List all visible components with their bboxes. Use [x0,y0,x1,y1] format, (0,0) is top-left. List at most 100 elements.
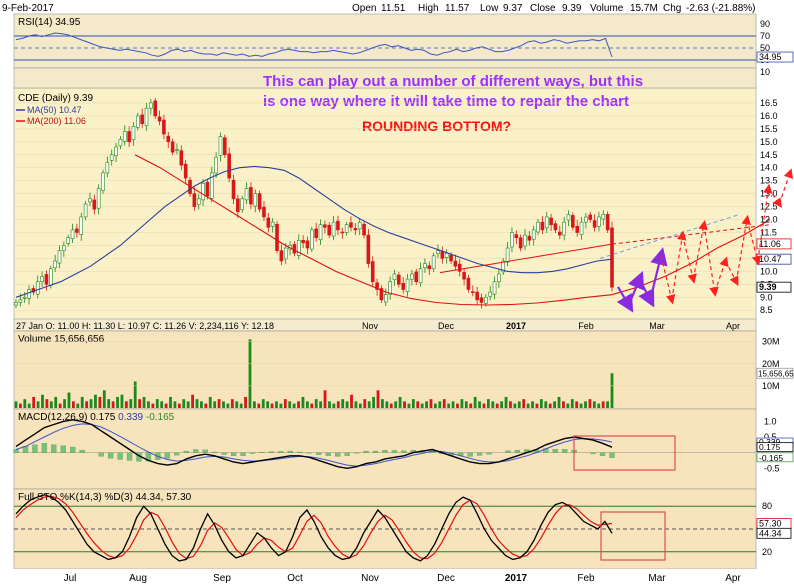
candle-body-1 [18,299,23,303]
candle-body-47 [218,136,223,156]
volume-bar-111 [504,396,508,408]
price-xtick-0: Nov [362,321,379,331]
macd-tick-0: 1.0 [764,416,777,426]
volume-bar-23 [116,396,119,408]
candle-body-74 [336,220,340,231]
macd-hist-29 [287,450,293,453]
axes: 907050301034.9516.516.015.515.014.514.01… [64,19,794,584]
macd-hist-37 [363,450,369,453]
volume-bar-83 [381,399,384,408]
volume-bar-110 [500,401,504,408]
macd-label-name: MACD(12,26,9) [18,412,87,423]
macd-hist-3 [41,443,48,453]
volume-bar-117 [531,401,534,408]
volume-bar-9 [54,396,58,408]
macd-right-box-1 [756,442,794,453]
macd-hist-5 [60,445,66,453]
volume-bar-76 [350,394,353,408]
candle-body-10 [57,250,62,264]
sto-label: Full STO %K(14,3) %D(3) 44.34, 57.30 [18,492,192,503]
price-xinfo: 27 Jan O: 11.00 H: 11.30 L: 10.97 C: 11.… [16,321,274,331]
volume-bar-37 [177,403,181,408]
volume-bar-80 [367,401,371,408]
rsi-series [14,32,756,61]
candle-body-59 [270,221,275,227]
overlays [573,168,793,561]
header-bar [0,0,794,14]
candle-body-62 [283,247,288,260]
price-tick-0: 16.5 [760,98,778,108]
candle-body-114 [510,232,514,248]
macd-hist-30 [297,451,303,453]
candle-body-106 [475,291,479,301]
candle-body-104 [466,277,471,290]
price-right-box-2 [756,281,792,293]
candle-body-96 [431,255,436,270]
candle-body-0 [14,302,18,306]
header-chg-label: Chg [663,3,681,14]
sto-right-label-0: 57.30 [759,518,782,528]
volume-bar-15 [80,396,84,408]
price-tick-1: 16.0 [760,111,778,121]
price-right-label-1: 10.47 [759,254,782,264]
candle-body-80 [362,223,366,236]
macd-hist-39 [382,449,388,453]
volume-bar-131 [592,401,596,408]
macd-hist-38 [372,450,379,453]
volume-bar-89 [407,403,411,408]
macd-hist-25 [249,452,256,454]
scenario-arrow-0 [616,286,634,313]
header-volume-label: Volume [590,3,624,14]
candle-body-79 [357,221,362,230]
candle-body-83 [375,282,379,290]
volume-bar-63 [292,403,296,408]
volume-bar-94 [429,399,433,408]
sto-highlight-box [600,511,666,561]
macd-hist-36 [353,452,360,454]
header-open-value: 11.51 [381,3,406,14]
candle-body-77 [349,222,353,228]
macd-label-hist: -0.165 [146,412,175,423]
macd-hist-7 [79,449,85,453]
volume-bar-115 [522,399,526,408]
candle-body-123 [549,217,553,226]
candle-body-88 [397,274,401,285]
price-tick-2: 15.5 [760,124,778,134]
macd-hist-16 [164,452,171,459]
candle-body-117 [523,234,527,247]
macd-label-value: 0.175 [90,412,115,423]
price-tick-6: 13.5 [760,176,778,186]
rsi-panel [13,13,757,69]
volume-bar-36 [173,401,177,408]
candle-body-90 [405,278,410,292]
macd-tick-2: -0.5 [764,463,780,473]
volume-bar-51 [239,403,243,408]
macd-hist-21 [212,451,218,453]
volume-bar-46 [217,399,221,408]
price-right-label-0: 11.06 [759,239,781,249]
volume-bar-16 [85,401,89,408]
candle-body-82 [370,261,375,283]
volume-bar-2 [23,399,27,408]
macd-right-box-2 [756,452,794,463]
candle-body-92 [414,271,419,283]
candle-body-31 [149,102,153,109]
bottom-xtick-5: Dec [437,573,455,584]
macd-hist-4 [51,444,57,453]
volume-bar-33 [160,401,164,408]
macd-right-label-0: 0.339 [759,437,781,447]
volume-bar-30 [147,401,150,408]
volume-bar-58 [270,403,274,408]
price-right-label-2: 9.39 [759,282,777,292]
volume-bar-48 [226,403,230,408]
volume-bar-73 [336,401,340,408]
scenario-arrow-13 [757,183,773,262]
volume-bar-91 [416,401,420,408]
candle-body-110 [492,281,497,295]
volume-bar-126 [570,399,574,408]
candle-body-11 [62,245,66,251]
volume-bar-105 [478,401,481,408]
volume-bar-17 [89,399,93,408]
volume-bar-109 [495,403,499,408]
macd-hist-0 [13,449,19,453]
